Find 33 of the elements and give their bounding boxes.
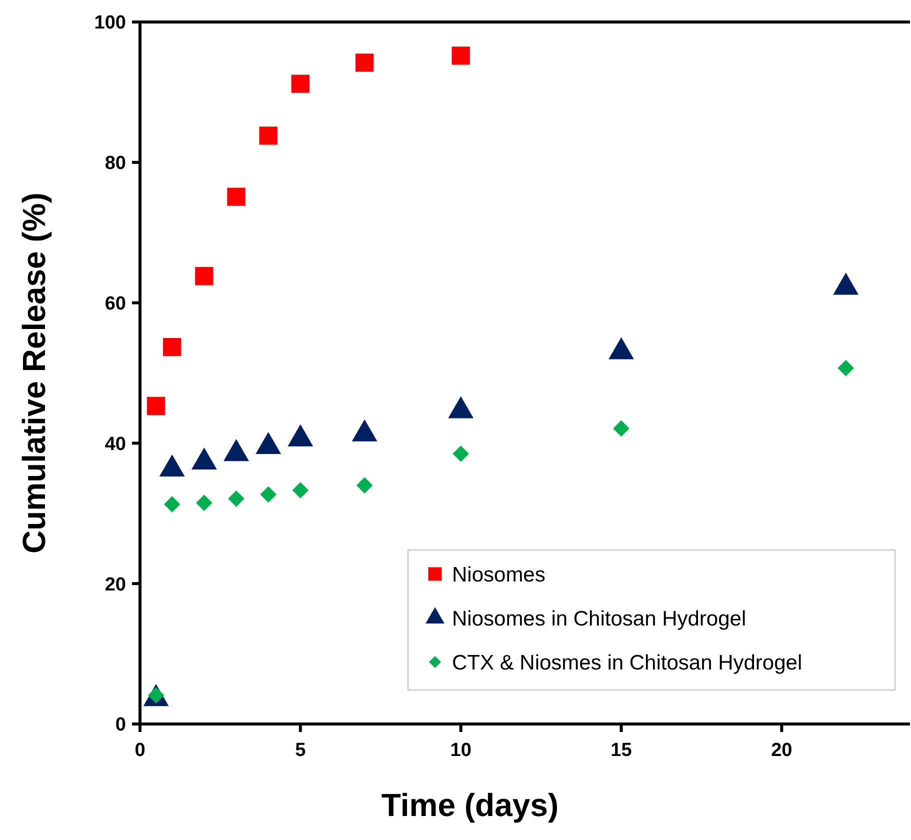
x-tick-label: 5 [295, 740, 306, 761]
x-axis-title: Time (days) [381, 787, 559, 823]
y-tick-label: 100 [94, 12, 126, 34]
x-tick-label: 10 [450, 740, 472, 761]
y-tick-label: 40 [104, 434, 126, 455]
x-tick-label: 20 [771, 740, 792, 761]
point [196, 494, 212, 512]
point [146, 396, 166, 416]
point [163, 338, 182, 356]
x-tick-label: 0 [134, 740, 146, 761]
point [259, 126, 278, 145]
point [356, 477, 373, 494]
point [356, 54, 374, 72]
point [292, 482, 309, 498]
legend-label: Niosomes [452, 563, 546, 586]
point [227, 188, 246, 206]
point [164, 496, 180, 512]
point [452, 446, 469, 462]
point [228, 490, 244, 507]
point [291, 74, 310, 93]
y-tick-label: 80 [104, 153, 126, 174]
y-tick-label: 0 [115, 714, 126, 736]
legend-label: Niosomes in Chitosan Hydrogel [452, 607, 746, 630]
legend-label: CTX & Niosmes in Chitosan Hydrogel [452, 651, 802, 674]
point [838, 360, 854, 376]
x-tick-label: 15 [610, 740, 632, 761]
point [452, 46, 470, 65]
point [260, 486, 276, 503]
y-tick-label: 60 [104, 293, 126, 314]
y-tick-label: 20 [104, 574, 126, 596]
point [195, 267, 214, 286]
y-axis-title: Cumulative Release (%) [16, 192, 52, 554]
point [613, 420, 630, 437]
